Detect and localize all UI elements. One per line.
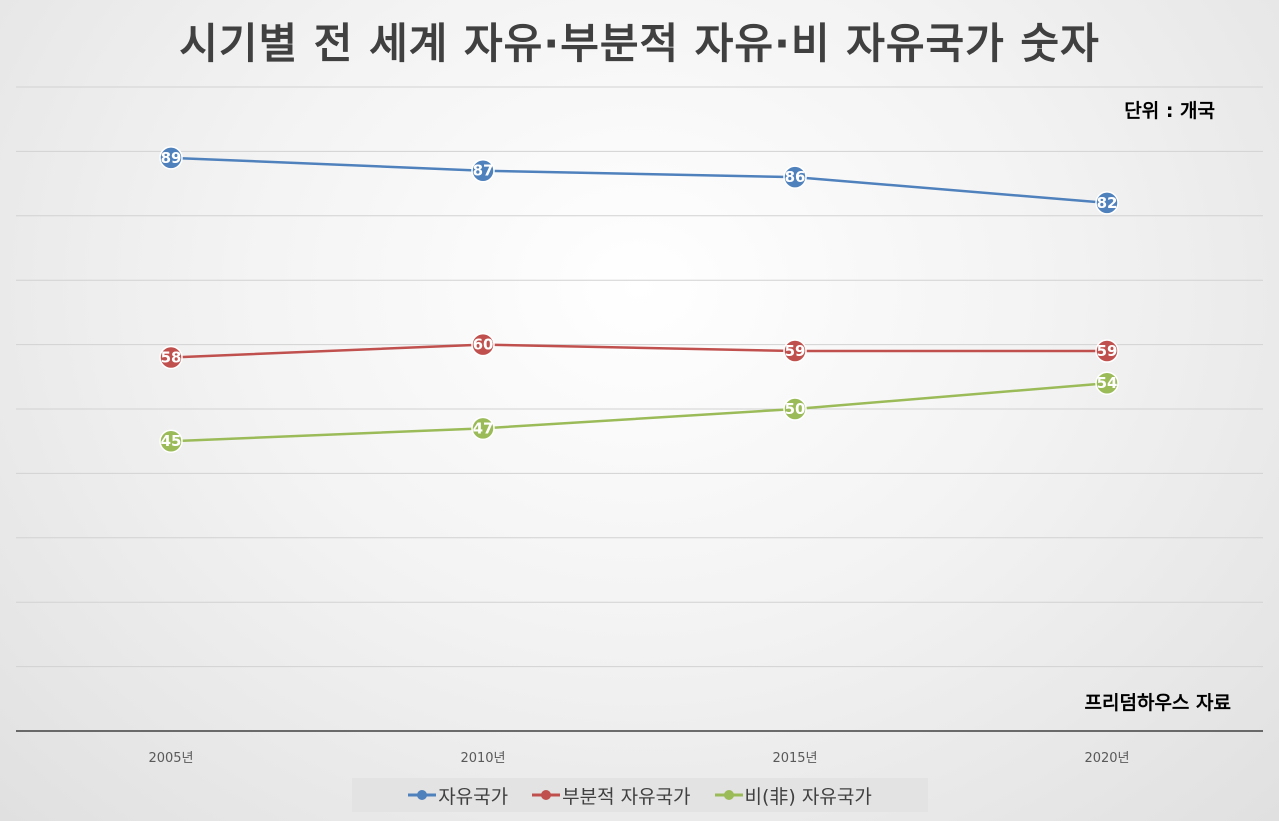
legend-label-not-free: 비(非) 자유국가 [744,785,872,808]
data-label: 87 [473,162,494,180]
gridlines [16,86,1263,668]
source-note: 프리덤하우스 자료 [1084,692,1231,714]
x-tick-label: 2020년 [1084,751,1129,766]
data-label: 89 [161,149,182,167]
x-tick-label: 2015년 [772,751,817,766]
data-point [1095,371,1119,395]
x-axis: 2005년 2010년 2015년 2020년 [16,730,1263,766]
data-label: 54 [1097,374,1118,392]
chart-title: 시기별 전 세계 자유·부분적 자유·비 자유국가 숫자 [179,19,1100,68]
data-point [159,429,183,453]
data-label: 50 [785,400,806,418]
data-point [1095,191,1119,215]
unit-note: 단위 : 개국 [1124,100,1215,122]
series-line-2 [170,381,1108,443]
data-label: 82 [1097,194,1118,212]
legend-item-free: 자유국가 [408,782,508,809]
data-label: 47 [473,419,494,437]
data-point [159,146,183,170]
data-label: 86 [785,168,806,186]
legend-marker-not-free [714,790,743,800]
data-label: 58 [161,348,182,366]
legend: 자유국가 부분적 자유국가 비(非) 자유국가 [352,778,928,812]
data-point [471,332,495,357]
data-point [783,165,807,189]
data-point [783,339,807,363]
legend-marker-partly-free [532,790,561,800]
x-tick-label: 2010년 [460,751,505,766]
data-label: 59 [785,342,806,360]
data-label: 59 [1097,342,1118,360]
data-point [1095,339,1119,363]
data-point [471,158,495,183]
data-label: 45 [161,432,182,450]
legend-marker-free [408,790,437,800]
legend-item-partly-free: 부분적 자유국가 [532,782,691,809]
series-line-0 [170,156,1108,205]
data-point [783,397,807,421]
data-label: 60 [473,336,494,354]
series-line-1 [170,343,1107,359]
legend-label-partly-free: 부분적 자유국가 [562,785,691,808]
x-tick-label: 2005년 [148,751,193,766]
legend-item-not-free: 비(非) 자유국가 [714,782,872,809]
data-point [471,416,495,441]
series-lines: 89 87 86 82 58 60 59 59 45 47 50 54 [159,146,1119,453]
legend-label-free: 자유국가 [438,785,509,808]
data-point [159,345,183,370]
